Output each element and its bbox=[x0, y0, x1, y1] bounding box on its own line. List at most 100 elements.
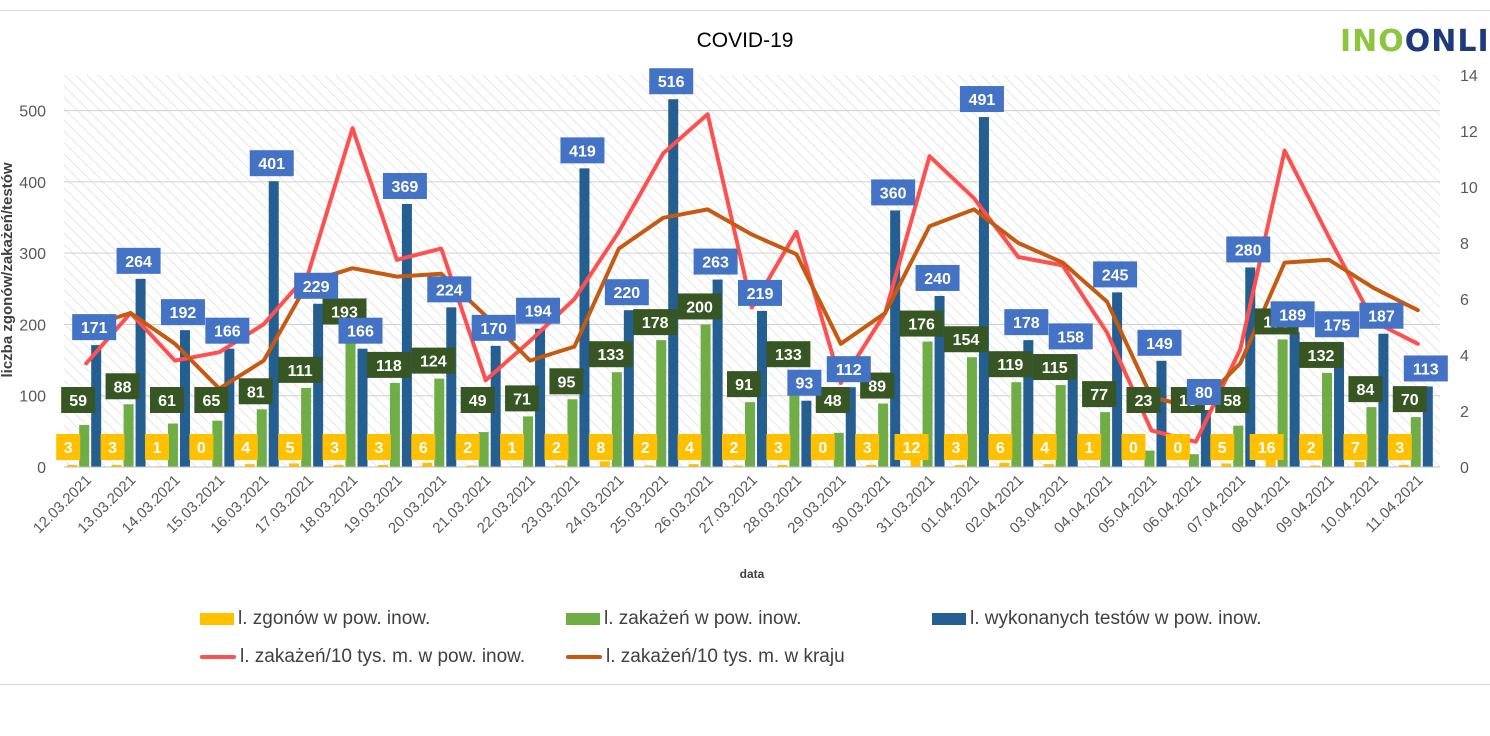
label-tests-text: 170 bbox=[480, 321, 507, 338]
y-tick-label: 200 bbox=[19, 317, 46, 334]
bar-tests bbox=[668, 99, 679, 467]
label-tests-text: 149 bbox=[1146, 336, 1173, 353]
legend-swatch-national-rate bbox=[566, 655, 602, 659]
label-deaths-box bbox=[677, 434, 702, 460]
label-tests-text: 175 bbox=[1324, 317, 1351, 334]
bar-infections bbox=[167, 423, 178, 467]
label-deaths-text: 3 bbox=[1395, 440, 1404, 457]
chart-title: COVID-19 bbox=[697, 29, 794, 52]
label-infections-box bbox=[588, 341, 633, 368]
label-deaths-text: 12 bbox=[903, 440, 921, 457]
label-tests: 245 bbox=[1093, 261, 1138, 288]
bar-infections bbox=[345, 329, 356, 467]
label-deaths-box bbox=[1210, 434, 1235, 460]
label-tests-text: 263 bbox=[702, 255, 729, 272]
label-infections: 115 bbox=[1032, 354, 1077, 381]
label-tests: 401 bbox=[249, 150, 294, 177]
label-tests: 192 bbox=[160, 299, 205, 326]
label-infections-box bbox=[549, 368, 584, 395]
label-tests: 166 bbox=[338, 317, 383, 344]
label-deaths-text: 6 bbox=[996, 440, 1005, 457]
label-deaths: 3 bbox=[100, 434, 125, 460]
label-deaths: 3 bbox=[366, 434, 391, 460]
label-deaths-text: 4 bbox=[241, 440, 250, 457]
bar-infections bbox=[966, 357, 977, 467]
label-infections: 61 bbox=[149, 387, 184, 413]
label-tests-box bbox=[738, 279, 782, 306]
bar-tests bbox=[978, 117, 989, 468]
label-infections: 49 bbox=[460, 387, 495, 413]
label-infections: 119 bbox=[988, 351, 1033, 378]
label-infections: 154 bbox=[943, 326, 988, 353]
label-infections-text: 133 bbox=[597, 347, 624, 364]
bar-infections bbox=[1277, 339, 1288, 467]
label-infections-text: 124 bbox=[420, 354, 447, 371]
label-tests-box bbox=[1093, 261, 1138, 288]
label-infections-box bbox=[460, 387, 495, 413]
label-infections-text: 23 bbox=[1135, 393, 1153, 410]
label-tests-text: 419 bbox=[569, 143, 596, 160]
bar-deaths bbox=[1310, 465, 1321, 467]
bar-deaths bbox=[1043, 464, 1054, 467]
label-tests-text: 112 bbox=[836, 362, 862, 379]
label-deaths-box bbox=[1121, 434, 1146, 460]
label-infections: 91 bbox=[727, 371, 761, 398]
label-tests: 178 bbox=[1004, 309, 1049, 336]
bar-deaths bbox=[866, 464, 877, 467]
bar-tests bbox=[623, 310, 634, 467]
label-tests-text: 491 bbox=[969, 92, 996, 109]
label-deaths-text: 3 bbox=[330, 440, 339, 457]
bar-infections bbox=[301, 387, 312, 467]
label-tests-text: 113 bbox=[1413, 361, 1439, 378]
label-infections-text: 88 bbox=[114, 379, 132, 396]
bar-deaths bbox=[377, 464, 388, 467]
label-tests: 194 bbox=[516, 297, 561, 324]
bar-infections bbox=[1410, 417, 1421, 467]
label-infections: 70 bbox=[1392, 386, 1427, 413]
label-deaths: 4 bbox=[677, 434, 702, 460]
label-infections: 132 bbox=[1299, 341, 1344, 368]
label-tests: 171 bbox=[72, 314, 117, 341]
y2-tick-label: 0 bbox=[1460, 460, 1469, 477]
bar-tests bbox=[135, 278, 146, 467]
label-tests-box bbox=[1315, 311, 1360, 338]
bar-infections bbox=[922, 341, 933, 467]
label-infections: 133 bbox=[766, 341, 811, 368]
bar-deaths bbox=[466, 465, 477, 467]
label-infections-box bbox=[366, 351, 411, 378]
label-infections-text: 61 bbox=[158, 393, 176, 410]
label-tests-text: 280 bbox=[1235, 242, 1262, 259]
bar-deaths bbox=[910, 458, 921, 467]
label-deaths-box bbox=[894, 434, 929, 460]
bar-deaths bbox=[999, 462, 1010, 467]
label-deaths-text: 0 bbox=[818, 440, 827, 457]
label-deaths-box bbox=[1077, 434, 1102, 460]
bar-infections bbox=[1055, 385, 1066, 467]
bar-infections bbox=[611, 372, 622, 467]
label-tests-text: 171 bbox=[81, 320, 108, 337]
label-infections-text: 89 bbox=[868, 379, 886, 396]
label-infections: 176 bbox=[899, 310, 944, 337]
label-tests-box bbox=[338, 317, 383, 344]
bar-tests bbox=[1289, 332, 1300, 467]
bar-tests bbox=[313, 303, 324, 467]
label-infections-text: 95 bbox=[558, 374, 576, 391]
label-infections-box bbox=[766, 341, 811, 368]
label-deaths: 3 bbox=[322, 434, 347, 460]
legend-swatch-local-rate bbox=[200, 655, 236, 659]
bar-tests bbox=[712, 279, 723, 467]
label-infections-text: 65 bbox=[202, 393, 220, 410]
label-infections-box bbox=[988, 351, 1033, 378]
label-deaths-text: 2 bbox=[463, 440, 472, 457]
label-tests: 219 bbox=[738, 279, 782, 306]
bar-infections bbox=[878, 403, 889, 467]
bar-tests bbox=[579, 168, 590, 467]
label-infections: 48 bbox=[815, 387, 850, 413]
label-infections-text: 84 bbox=[1357, 382, 1375, 399]
bar-tests bbox=[91, 345, 102, 467]
bar-infections bbox=[656, 340, 667, 467]
label-tests: 149 bbox=[1137, 329, 1182, 356]
label-tests-text: 178 bbox=[1013, 315, 1040, 332]
bar-tests bbox=[401, 204, 412, 467]
